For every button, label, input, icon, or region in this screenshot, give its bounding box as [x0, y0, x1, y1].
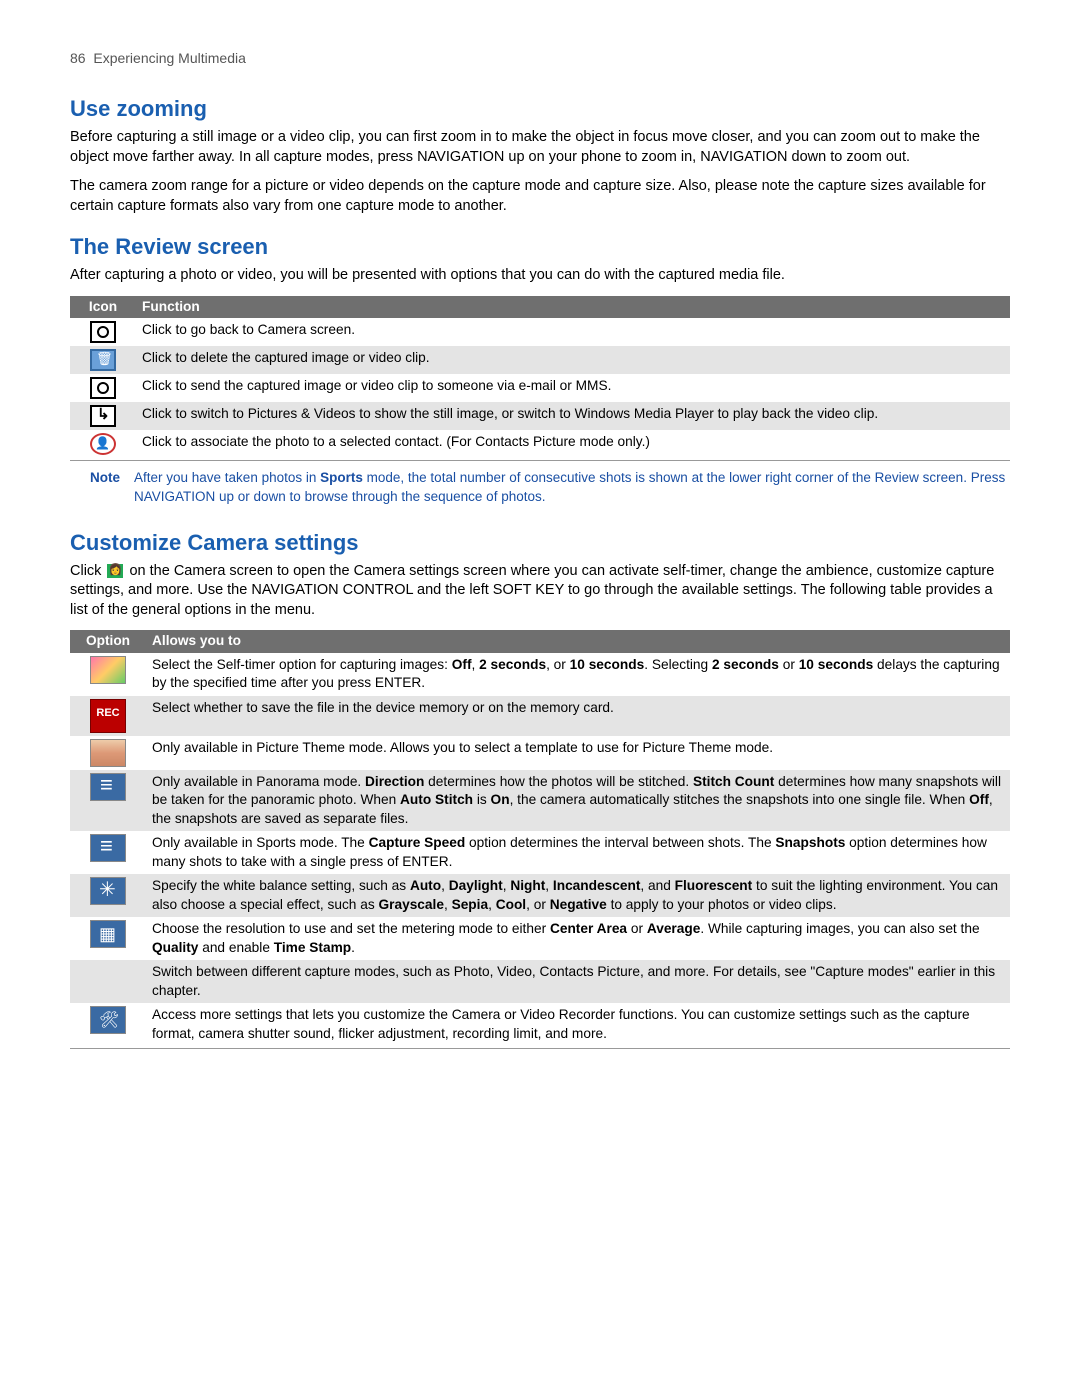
heading-customize-settings: Customize Camera settings [70, 530, 1010, 556]
page-header: 86 Experiencing Multimedia [70, 50, 1010, 66]
resolution-icon [90, 920, 126, 948]
table-header-row: Icon Function [70, 296, 1010, 318]
function-text: Click to associate the photo to a select… [132, 430, 1010, 458]
delete-icon [90, 349, 116, 371]
note-text: After you have taken photos in Sports mo… [134, 469, 1010, 505]
option-text: Select whether to save the file in the d… [142, 696, 1010, 736]
function-text: Click to delete the captured image or vi… [132, 346, 1010, 374]
col-allows: Allows you to [142, 630, 1010, 652]
table-row: Only available in Panorama mode. Directi… [70, 770, 1010, 831]
table-row: Only available in Sports mode. The Captu… [70, 831, 1010, 874]
table-row: Click to go back to Camera screen. [70, 318, 1010, 346]
option-text: Access more settings that lets you custo… [142, 1003, 1010, 1046]
col-option: Option [70, 630, 142, 652]
send-icon [90, 377, 116, 399]
option-text: Only available in Picture Theme mode. Al… [142, 736, 1010, 770]
theme-icon [90, 739, 126, 767]
camera-back-icon [90, 321, 116, 343]
col-icon: Icon [70, 296, 132, 318]
table-row: Click to switch to Pictures & Videos to … [70, 402, 1010, 430]
table-row: Select the Self-timer option for capturi… [70, 653, 1010, 696]
zoom-paragraph-2: The camera zoom range for a picture or v… [70, 177, 1010, 216]
chapter-title: Experiencing Multimedia [93, 50, 246, 66]
note-block: Note After you have taken photos in Spor… [70, 469, 1010, 505]
zoom-paragraph-1: Before capturing a still image or a vide… [70, 128, 1010, 167]
table-row: Specify the white balance setting, such … [70, 874, 1010, 917]
table-row: Access more settings that lets you custo… [70, 1003, 1010, 1046]
option-text: Switch between different capture modes, … [142, 960, 1010, 1003]
function-text: Click to switch to Pictures & Videos to … [132, 402, 1010, 430]
table-row: Switch between different capture modes, … [70, 960, 1010, 1003]
table-row: Click to send the captured image or vide… [70, 374, 1010, 402]
function-text: Click to send the captured image or vide… [132, 374, 1010, 402]
table-row: Only available in Picture Theme mode. Al… [70, 736, 1010, 770]
panorama-icon [90, 773, 126, 801]
sports-icon [90, 834, 126, 862]
divider [70, 1048, 1010, 1049]
whitebalance-icon [90, 877, 126, 905]
selftimer-icon [90, 656, 126, 684]
settings-inline-icon [107, 564, 123, 578]
storage-icon: REC [90, 699, 126, 733]
option-text: Choose the resolution to use and set the… [142, 917, 1010, 960]
review-icon-table: Icon Function Click to go back to Camera… [70, 296, 1010, 458]
option-text: Only available in Panorama mode. Directi… [142, 770, 1010, 831]
note-label: Note [70, 469, 134, 505]
manual-page: 86 Experiencing Multimedia Use zooming B… [0, 0, 1080, 1107]
option-text: Only available in Sports mode. The Captu… [142, 831, 1010, 874]
col-function: Function [132, 296, 1010, 318]
table-row: REC Select whether to save the file in t… [70, 696, 1010, 736]
table-header-row: Option Allows you to [70, 630, 1010, 652]
function-text: Click to go back to Camera screen. [132, 318, 1010, 346]
page-number: 86 [70, 50, 86, 66]
heading-use-zooming: Use zooming [70, 96, 1010, 122]
table-row: Click to associate the photo to a select… [70, 430, 1010, 458]
advanced-icon [90, 1006, 126, 1034]
option-text: Select the Self-timer option for capturi… [142, 653, 1010, 696]
heading-review-screen: The Review screen [70, 234, 1010, 260]
table-row: Click to delete the captured image or vi… [70, 346, 1010, 374]
divider [70, 460, 1010, 461]
option-text: Specify the white balance setting, such … [142, 874, 1010, 917]
settings-options-table: Option Allows you to Select the Self-tim… [70, 630, 1010, 1046]
view-icon [90, 405, 116, 427]
table-row: Choose the resolution to use and set the… [70, 917, 1010, 960]
review-paragraph: After capturing a photo or video, you wi… [70, 266, 1010, 286]
contact-icon [90, 433, 116, 455]
settings-paragraph: Click on the Camera screen to open the C… [70, 562, 1010, 621]
